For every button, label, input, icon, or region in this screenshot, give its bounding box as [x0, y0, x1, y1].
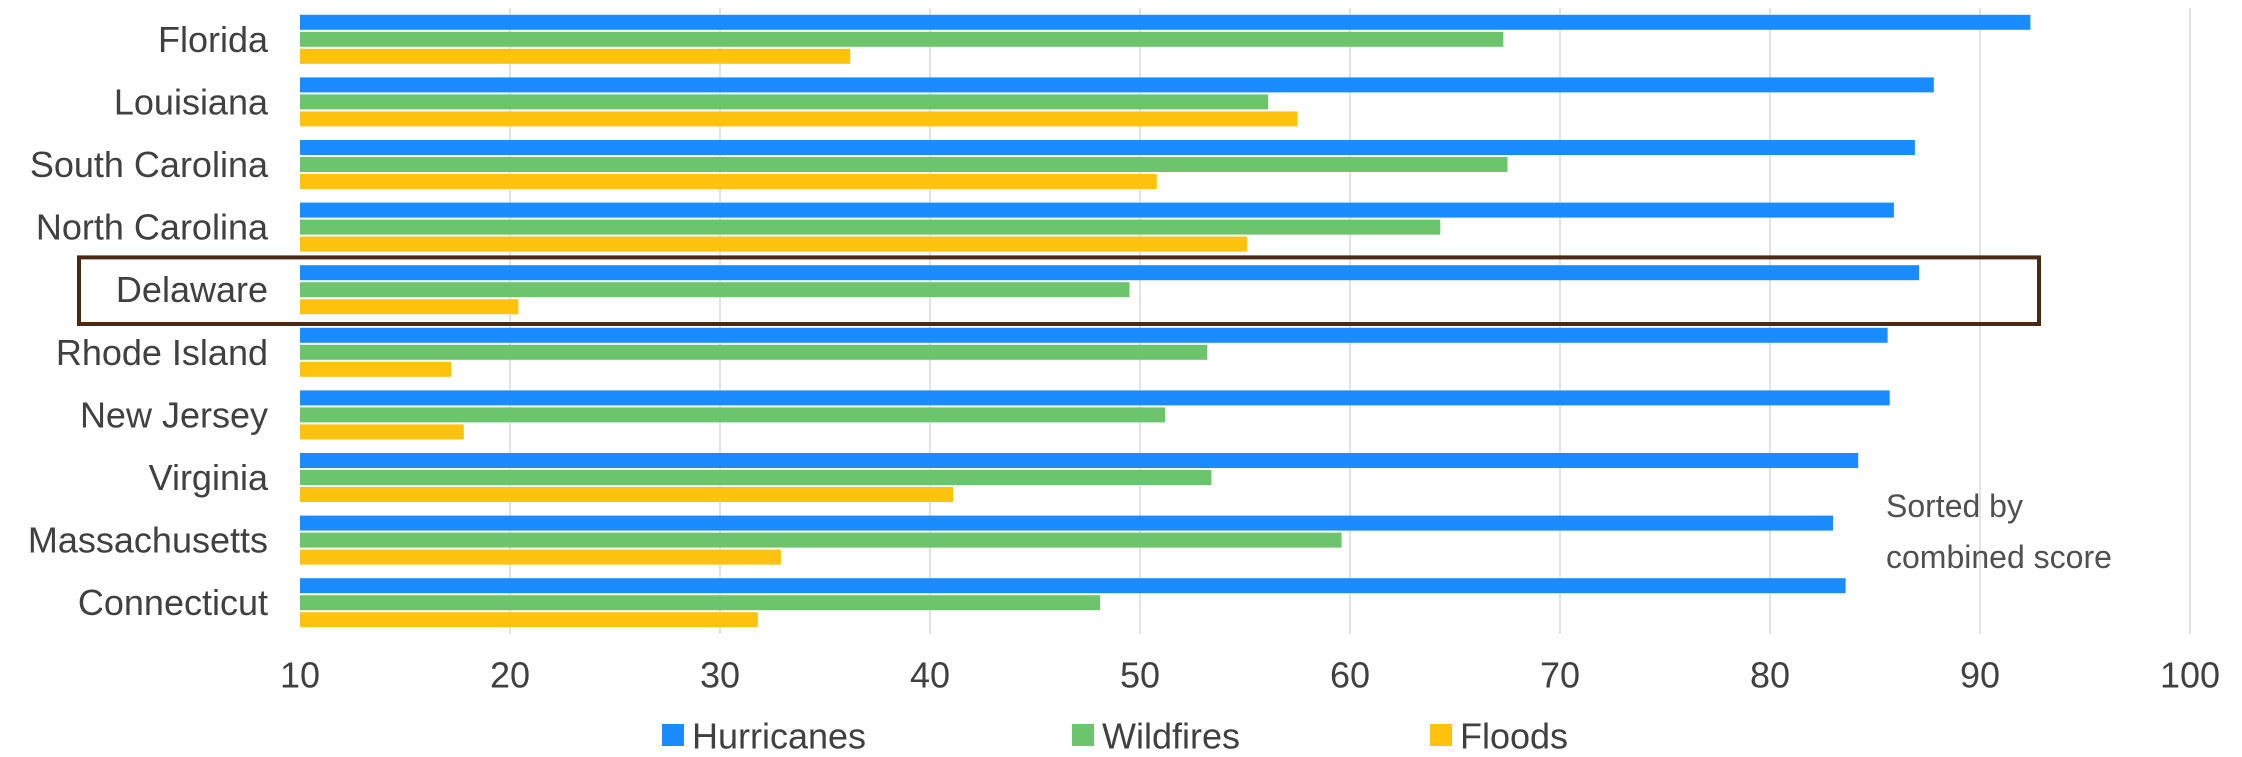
- bar-north-carolina-floods: [300, 236, 1248, 252]
- legend-swatch-hurricanes: [662, 724, 684, 746]
- bar-virginia-floods: [300, 487, 954, 502]
- bar-florida-hurricanes: [300, 14, 2031, 30]
- category-label-louisiana: Louisiana: [114, 81, 269, 122]
- bar-connecticut-floods: [300, 612, 758, 628]
- bar-north-carolina-hurricanes: [300, 202, 1894, 218]
- bar-connecticut-wildfires: [300, 595, 1101, 611]
- bar-massachusetts-floods: [300, 549, 781, 565]
- category-label-south-carolina: South Carolina: [30, 144, 269, 185]
- legend-label-floods: Floods: [1460, 716, 1568, 753]
- x-tick-label-40: 40: [910, 655, 950, 696]
- x-axis-ticks: 10 20 30 40 50 60 70 80 90 100: [280, 655, 2220, 696]
- highlight: [77, 255, 2041, 326]
- bar-delaware-floods: [300, 299, 519, 315]
- bar-florida-floods: [300, 48, 851, 64]
- legend: Hurricanes Wildfires Floods: [662, 716, 1568, 757]
- category-label-delaware: Delaware: [116, 269, 268, 310]
- bar-rhode-island-floods: [300, 361, 452, 377]
- bar-louisiana-wildfires: [300, 94, 1269, 110]
- bar-delaware-hurricanes: [300, 265, 1920, 281]
- x-tick-label-60: 60: [1330, 655, 1370, 696]
- x-tick-label-70: 70: [1540, 655, 1580, 696]
- category-label-florida: Florida: [158, 19, 269, 60]
- bar-virginia-wildfires: [300, 470, 1212, 485]
- annotation: Sorted by combined score: [1886, 488, 2112, 575]
- bar-florida-wildfires: [300, 31, 1504, 47]
- bar-south-carolina-hurricanes: [300, 140, 1915, 155]
- bar-massachusetts-hurricanes: [300, 515, 1833, 531]
- annotation-line-2: combined score: [1886, 539, 2112, 575]
- category-label-rhode-island: Rhode Island: [56, 332, 268, 373]
- x-tick-label-30: 30: [700, 655, 740, 696]
- x-tick-label-80: 80: [1750, 655, 1790, 696]
- category-label-new-jersey: New Jersey: [80, 394, 268, 435]
- category-labels: Florida Louisiana South Carolina North Caro…: [28, 19, 269, 623]
- bar-rhode-island-hurricanes: [300, 327, 1888, 343]
- bar-new-jersey-hurricanes: [300, 390, 1890, 406]
- bar-connecticut-hurricanes: [300, 578, 1846, 594]
- bar-north-carolina-wildfires: [300, 219, 1441, 235]
- legend-label-hurricanes: Hurricanes: [692, 716, 866, 753]
- category-label-north-carolina: North Carolina: [36, 207, 269, 248]
- legend-label-wildfires: Wildfires: [1102, 716, 1240, 753]
- bar-new-jersey-floods: [300, 424, 464, 440]
- bar-massachusetts-wildfires: [300, 532, 1342, 548]
- bar-louisiana-hurricanes: [300, 77, 1934, 93]
- x-tick-label-50: 50: [1120, 655, 1160, 696]
- legend-swatch-wildfires: [1072, 724, 1094, 746]
- legend-swatch-floods: [1430, 724, 1452, 746]
- x-tick-label-10: 10: [280, 655, 320, 696]
- x-tick-label-20: 20: [490, 655, 530, 696]
- bar-delaware-wildfires: [300, 282, 1130, 298]
- bar-virginia-hurricanes: [300, 453, 1859, 468]
- bar-south-carolina-wildfires: [300, 157, 1508, 172]
- bar-south-carolina-floods: [300, 174, 1157, 189]
- bar-new-jersey-wildfires: [300, 407, 1166, 423]
- x-tick-label-100: 100: [2160, 655, 2220, 696]
- bar-rhode-island-wildfires: [300, 344, 1208, 360]
- x-tick-label-90: 90: [1960, 655, 2000, 696]
- bar-louisiana-floods: [300, 111, 1298, 127]
- highlight-box-delaware: [77, 255, 2041, 326]
- category-label-virginia: Virginia: [149, 457, 269, 498]
- category-label-massachusetts: Massachusetts: [28, 520, 268, 561]
- bars: [300, 14, 2031, 628]
- annotation-line-1: Sorted by: [1886, 488, 2023, 524]
- category-label-connecticut: Connecticut: [78, 582, 268, 623]
